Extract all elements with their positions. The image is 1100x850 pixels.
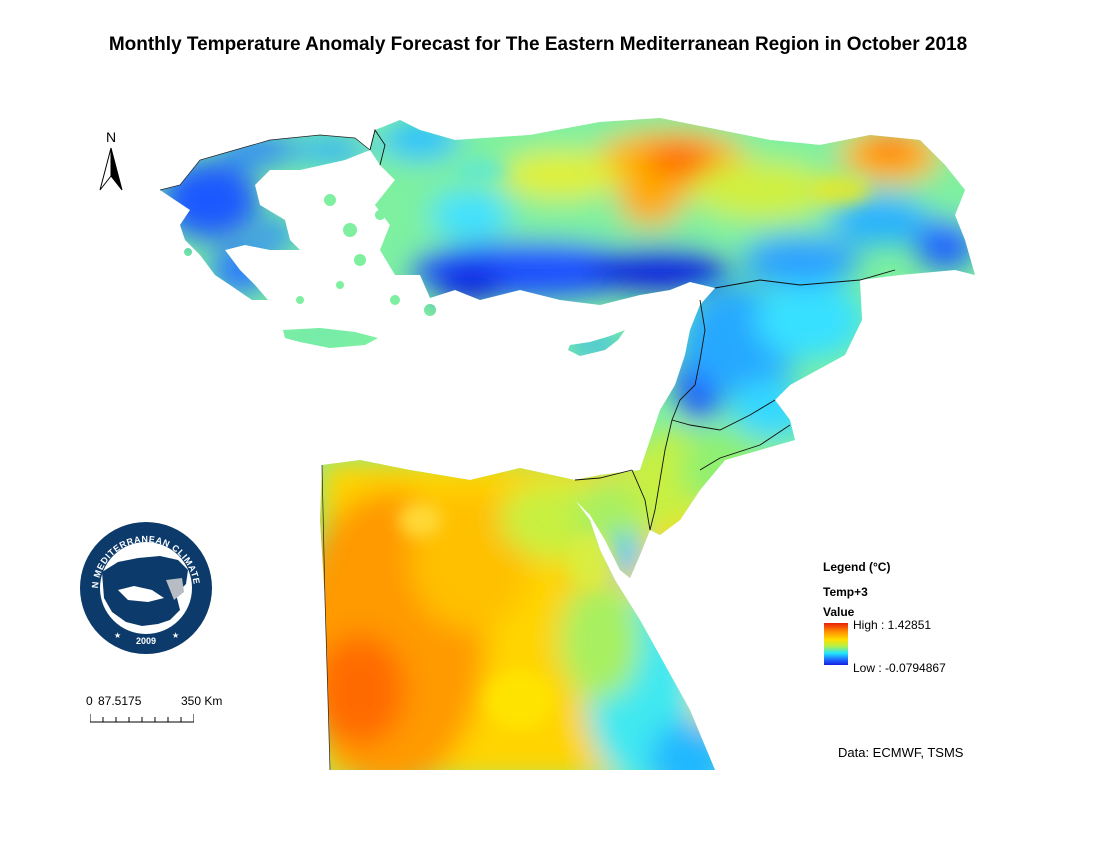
legend-layer-name: Temp+3: [823, 585, 868, 599]
svg-text:★: ★: [114, 631, 121, 640]
scale-line: [90, 714, 194, 723]
emcc-logo: EASTERN MEDITERRANEAN CLIMATE CENTRE 200…: [78, 520, 212, 654]
scale-tick-2: 350 Km: [181, 694, 222, 708]
legend-color-ramp: [824, 623, 848, 665]
scale-tick-2-value: 350: [181, 694, 202, 708]
logo-map-icon: [102, 556, 188, 626]
map-title: Monthly Temperature Anomaly Forecast for…: [108, 34, 968, 55]
legend-low-label: Low : -0.0794867: [853, 661, 946, 675]
north-arrow-icon: [99, 147, 123, 191]
legend-field-name: Value: [823, 605, 855, 619]
legend-title: Legend (°C): [823, 560, 891, 574]
scale-tick-1: 87.5175: [98, 694, 142, 708]
svg-text:★: ★: [172, 631, 179, 640]
legend-high-label: High : 1.42851: [853, 618, 932, 632]
logo-year: 2009: [136, 636, 156, 646]
north-label: N: [106, 129, 117, 145]
data-source: Data: ECMWF, TSMS: [838, 745, 964, 760]
scale-unit: Km: [204, 694, 223, 708]
scale-tick-0: 0: [86, 694, 93, 708]
